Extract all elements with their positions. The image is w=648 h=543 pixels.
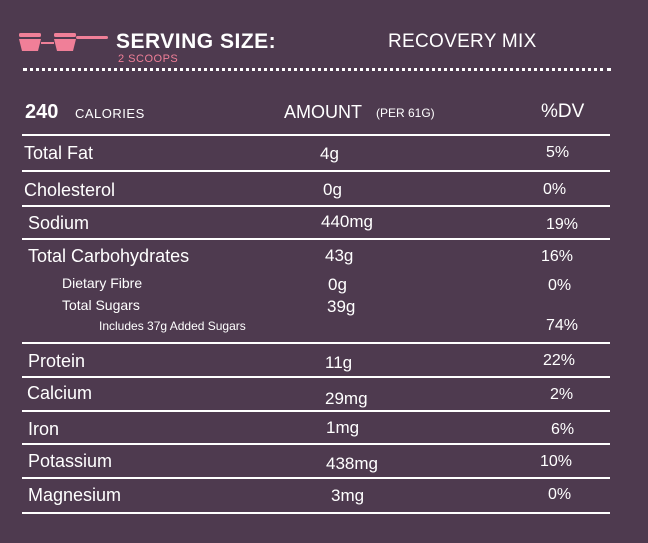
table-rule (22, 477, 610, 479)
nutrient-dv-protein: 22% (543, 352, 576, 369)
serving-size-title: SERVING SIZE: (116, 30, 277, 53)
nutrient-label-added-sugars: Includes 37g Added Sugars (99, 319, 246, 333)
nutrient-dv-sodium: 19% (546, 216, 579, 233)
table-rule (22, 512, 610, 514)
nutrient-dv-cholesterol: 0% (543, 181, 567, 198)
table-rule (22, 238, 610, 240)
nutrient-amount-magnesium: 3mg (331, 486, 365, 505)
nutrient-dv-magnesium: 0% (548, 486, 572, 503)
nutrient-label-sodium: Sodium (28, 213, 90, 233)
nutrient-amount-total-fat: 4g (320, 144, 339, 163)
nutrient-label-iron: Iron (28, 419, 60, 439)
serving-size-value: 2 SCOOPS (118, 53, 179, 65)
amount-per-label: (PER 61G) (376, 106, 435, 120)
nutrient-amount-cholesterol: 0g (323, 180, 342, 199)
table-rule (22, 134, 610, 136)
nutrient-label-calcium: Calcium (27, 383, 93, 403)
nutrient-dv-potassium: 10% (540, 453, 573, 470)
table-rule (22, 205, 610, 207)
nutrient-amount-iron: 1mg (326, 418, 360, 437)
amount-column-header: AMOUNT (284, 102, 362, 122)
nutrient-label-cholesterol: Cholesterol (24, 180, 116, 200)
nutrient-label-potassium: Potassium (28, 451, 113, 471)
calories-label: CALORIES (75, 106, 145, 121)
dv-column-header: %DV (541, 101, 585, 122)
product-name: RECOVERY MIX (388, 31, 537, 52)
calories-value: 240 (25, 101, 59, 123)
nutrient-dv-total-carbohydrates: 16% (541, 248, 574, 265)
nutrient-amount-dietary-fibre: 0g (328, 275, 347, 294)
table-rule (22, 410, 610, 412)
nutrient-dv-dietary-fibre: 0% (548, 277, 572, 294)
table-rule (22, 443, 610, 445)
nutrient-dv-added-sugars: 74% (546, 317, 579, 334)
table-rule (22, 170, 610, 172)
nutrient-label-magnesium: Magnesium (28, 485, 122, 505)
table-rule (22, 342, 610, 344)
nutrient-dv-total-fat: 5% (546, 144, 570, 161)
nutrient-label-protein: Protein (28, 351, 86, 371)
nutrient-amount-total-sugars: 39g (327, 297, 356, 316)
nutrient-label-dietary-fibre: Dietary Fibre (62, 275, 143, 291)
measuring-scoops-icon (19, 33, 108, 51)
nutrient-label-total-carbohydrates: Total Carbohydrates (28, 246, 190, 266)
nutrient-amount-protein: 11g (325, 353, 353, 372)
nutrient-amount-total-carbohydrates: 43g (325, 246, 354, 265)
nutrient-amount-calcium: 29mg (325, 389, 368, 408)
nutrient-dv-iron: 6% (551, 421, 575, 438)
nutrient-dv-calcium: 2% (550, 386, 574, 403)
header-divider (23, 68, 611, 71)
table-rule (22, 376, 610, 378)
nutrient-amount-sodium: 440mg (321, 212, 373, 231)
nutrient-label-total-sugars: Total Sugars (62, 297, 140, 313)
nutrient-amount-potassium: 438mg (326, 454, 378, 473)
nutrient-label-total-fat: Total Fat (24, 143, 94, 163)
